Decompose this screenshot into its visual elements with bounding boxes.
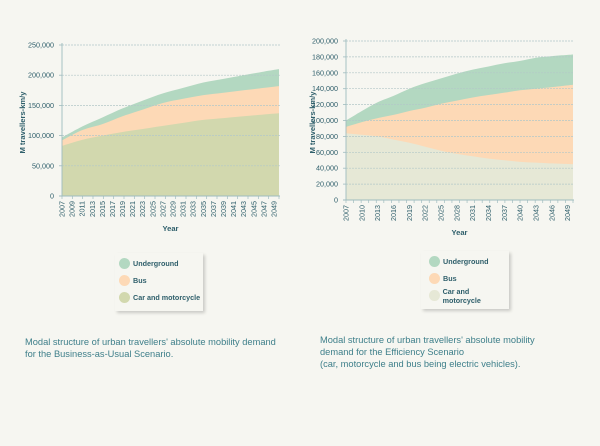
x-axis-title: Year — [162, 224, 178, 233]
legend-label: Bus — [443, 274, 457, 283]
legend-swatch-underground — [119, 258, 130, 269]
y-tick-label: 150,000 — [28, 101, 54, 110]
x-tick-label: 2040 — [516, 205, 525, 221]
x-tick-label: 2037 — [209, 201, 218, 217]
x-tick-label: 2019 — [405, 205, 414, 221]
legend-label: Underground — [133, 259, 179, 268]
y-tick-label: 160,000 — [312, 68, 338, 77]
y-tick-label: 50,000 — [32, 161, 54, 170]
legend-efficiency: Underground Bus Car and motorcycle — [421, 251, 509, 309]
legend-swatch-underground — [429, 256, 440, 267]
y-axis-title: M travellers-km/y — [308, 91, 317, 154]
legend-item-bus: Bus — [429, 270, 507, 287]
x-tick-label: 2017 — [108, 201, 117, 217]
x-tick-label: 2033 — [189, 201, 198, 217]
x-axis-title: Year — [451, 228, 467, 237]
x-tick-label: 2016 — [389, 205, 398, 221]
x-tick-label: 2013 — [373, 205, 382, 221]
x-tick-label: 2009 — [68, 201, 77, 217]
x-tick-label: 2021 — [128, 201, 137, 217]
x-tick-label: 2049 — [563, 205, 572, 221]
legend-swatch-car — [119, 292, 130, 303]
x-tick-label: 2007 — [342, 205, 351, 221]
legend-swatch-bus — [429, 273, 440, 284]
x-tick-label: 2023 — [138, 201, 147, 217]
y-tick-label: 100,000 — [312, 116, 338, 125]
legend-swatch-bus — [119, 275, 130, 286]
y-axis-title: M travellers-km/y — [18, 91, 27, 154]
x-tick-label: 2019 — [118, 201, 127, 217]
x-tick-label: 2047 — [259, 201, 268, 217]
x-tick-label: 2013 — [88, 201, 97, 217]
x-tick-label: 2022 — [421, 205, 430, 221]
y-tick-label: 140,000 — [312, 84, 338, 93]
area-car-and-motorcycle — [62, 113, 279, 196]
y-tick-label: 20,000 — [316, 180, 338, 189]
area-car-and-motorcycle — [346, 133, 573, 200]
x-tick-label: 2031 — [468, 205, 477, 221]
x-tick-label: 2049 — [269, 201, 278, 217]
x-tick-label: 2027 — [158, 201, 167, 217]
legend-label: Underground — [443, 257, 489, 266]
x-tick-label: 2011 — [78, 201, 87, 216]
y-tick-label: 40,000 — [316, 164, 338, 173]
caption-efficiency: Modal structure of urban travellers' abs… — [320, 335, 535, 369]
legend-bau: Underground Bus Car and motorcycle — [115, 253, 203, 311]
caption-bau: Modal structure of urban travellers' abs… — [25, 337, 276, 359]
legend-swatch-car — [429, 290, 440, 301]
x-tick-label: 2039 — [219, 201, 228, 217]
chart-efficiency: 0 20,000 40,000 60,000 80,000 100,000 120,000 1… — [308, 37, 574, 237]
y-tick-label: 80,000 — [316, 132, 338, 141]
x-tick-label: 2034 — [484, 205, 493, 221]
x-tick-label: 2043 — [239, 201, 248, 217]
legend-item-underground: Underground — [119, 255, 201, 272]
y-tick-label: 100,000 — [28, 131, 54, 140]
x-tick-label: 2045 — [249, 201, 258, 217]
y-tick-label: 120,000 — [312, 100, 338, 109]
x-tick-label: 2029 — [169, 201, 178, 217]
legend-label: Car and motorcycle — [442, 286, 481, 305]
y-tick-label: 60,000 — [316, 148, 338, 157]
legend-item-bus: Bus — [119, 272, 201, 289]
legend-item-underground: Underground — [429, 253, 507, 270]
x-tick-label: 2046 — [547, 205, 556, 221]
x-tick-label: 2007 — [58, 201, 67, 217]
x-tick-label: 2025 — [148, 201, 157, 217]
y-tick-label: 0 — [50, 192, 54, 201]
x-tick-label: 2031 — [179, 201, 188, 217]
x-tick-label: 2025 — [437, 205, 446, 221]
x-tick-label: 2015 — [98, 201, 107, 217]
y-tick-label: 200,000 — [312, 37, 338, 46]
x-tick-label: 2037 — [500, 205, 509, 221]
y-tick-label: 0 — [334, 196, 338, 205]
x-tick-label: 2028 — [452, 205, 461, 221]
legend-label: Car and motorcycle — [133, 293, 201, 302]
legend-item-car: Car and motorcycle — [119, 289, 201, 306]
y-tick-label: 200,000 — [28, 71, 54, 80]
x-tick-label: 2010 — [357, 205, 366, 221]
x-tick-label: 2035 — [199, 201, 208, 217]
legend-item-car: Car and motorcycle — [429, 286, 507, 305]
y-tick-label: 250,000 — [28, 41, 54, 50]
legend-label: Bus — [133, 276, 147, 285]
x-tick-label: 2043 — [532, 205, 541, 221]
x-tick-label: 2041 — [229, 201, 238, 217]
y-tick-label: 180,000 — [312, 52, 338, 61]
